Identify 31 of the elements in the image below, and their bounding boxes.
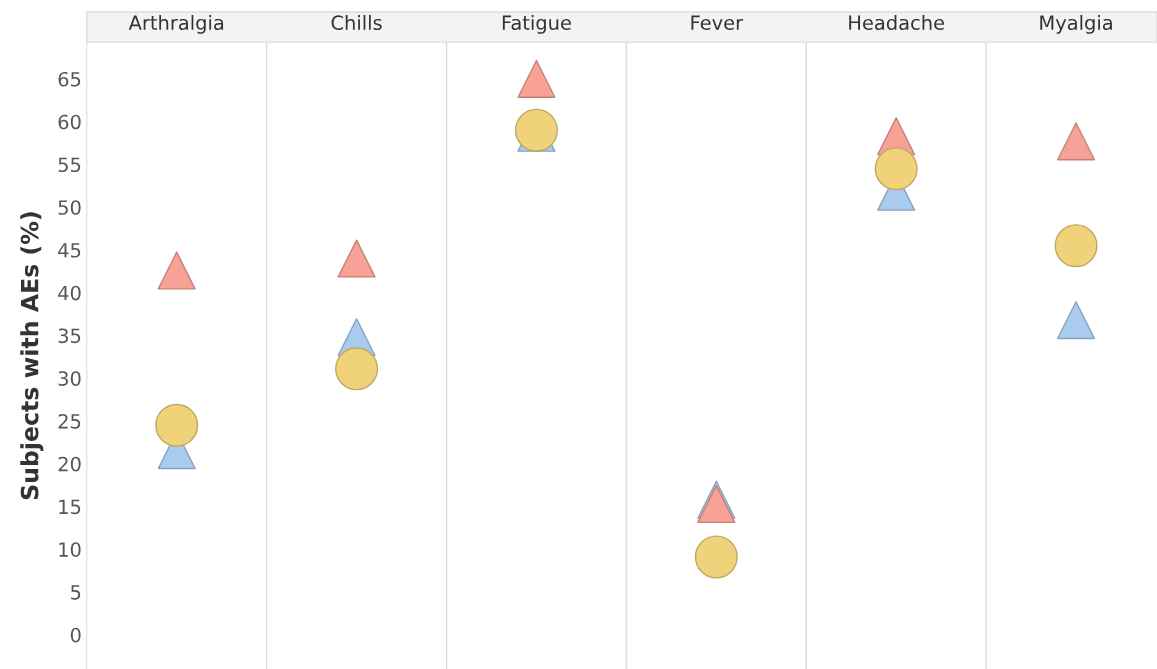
- y-tick-label: 10: [59, 542, 81, 557]
- point: [1054, 224, 1098, 268]
- point: [335, 347, 379, 391]
- y-tick-label: 65: [58, 71, 81, 87]
- point: [337, 239, 376, 278]
- y-tick-label: 25: [58, 413, 81, 429]
- y-tick-label: 30: [58, 371, 81, 386]
- y-tick-label: 50: [58, 200, 81, 215]
- x-tick-label: Fever: [691, 15, 744, 31]
- point: [517, 59, 556, 98]
- x-tick-label: Arthralgia: [128, 15, 224, 34]
- point: [694, 535, 738, 579]
- x-tick-label: Myalgia: [1040, 15, 1112, 34]
- y-axis-title: Subjects with AEs (%): [20, 212, 44, 500]
- point: [1056, 122, 1096, 161]
- x-tick-label: Fatigue: [502, 15, 571, 34]
- y-tick-label: 55: [58, 157, 81, 173]
- x-tick-label: Headache: [849, 15, 945, 31]
- point: [155, 403, 199, 447]
- y-tick-label: 35: [58, 328, 81, 344]
- y-tick-label: 40: [58, 285, 81, 301]
- y-tick-label: 0: [70, 627, 81, 643]
- point: [874, 147, 918, 191]
- point: [1056, 301, 1096, 340]
- y-tick-label: 60: [58, 114, 81, 130]
- y-tick-label: 20: [58, 456, 81, 472]
- x-tick-label: Chills: [331, 15, 382, 31]
- y-tick-label: 45: [58, 243, 81, 258]
- point: [157, 251, 196, 290]
- y-tick-label: 5: [71, 585, 81, 600]
- y-tick-label: 15: [59, 499, 81, 515]
